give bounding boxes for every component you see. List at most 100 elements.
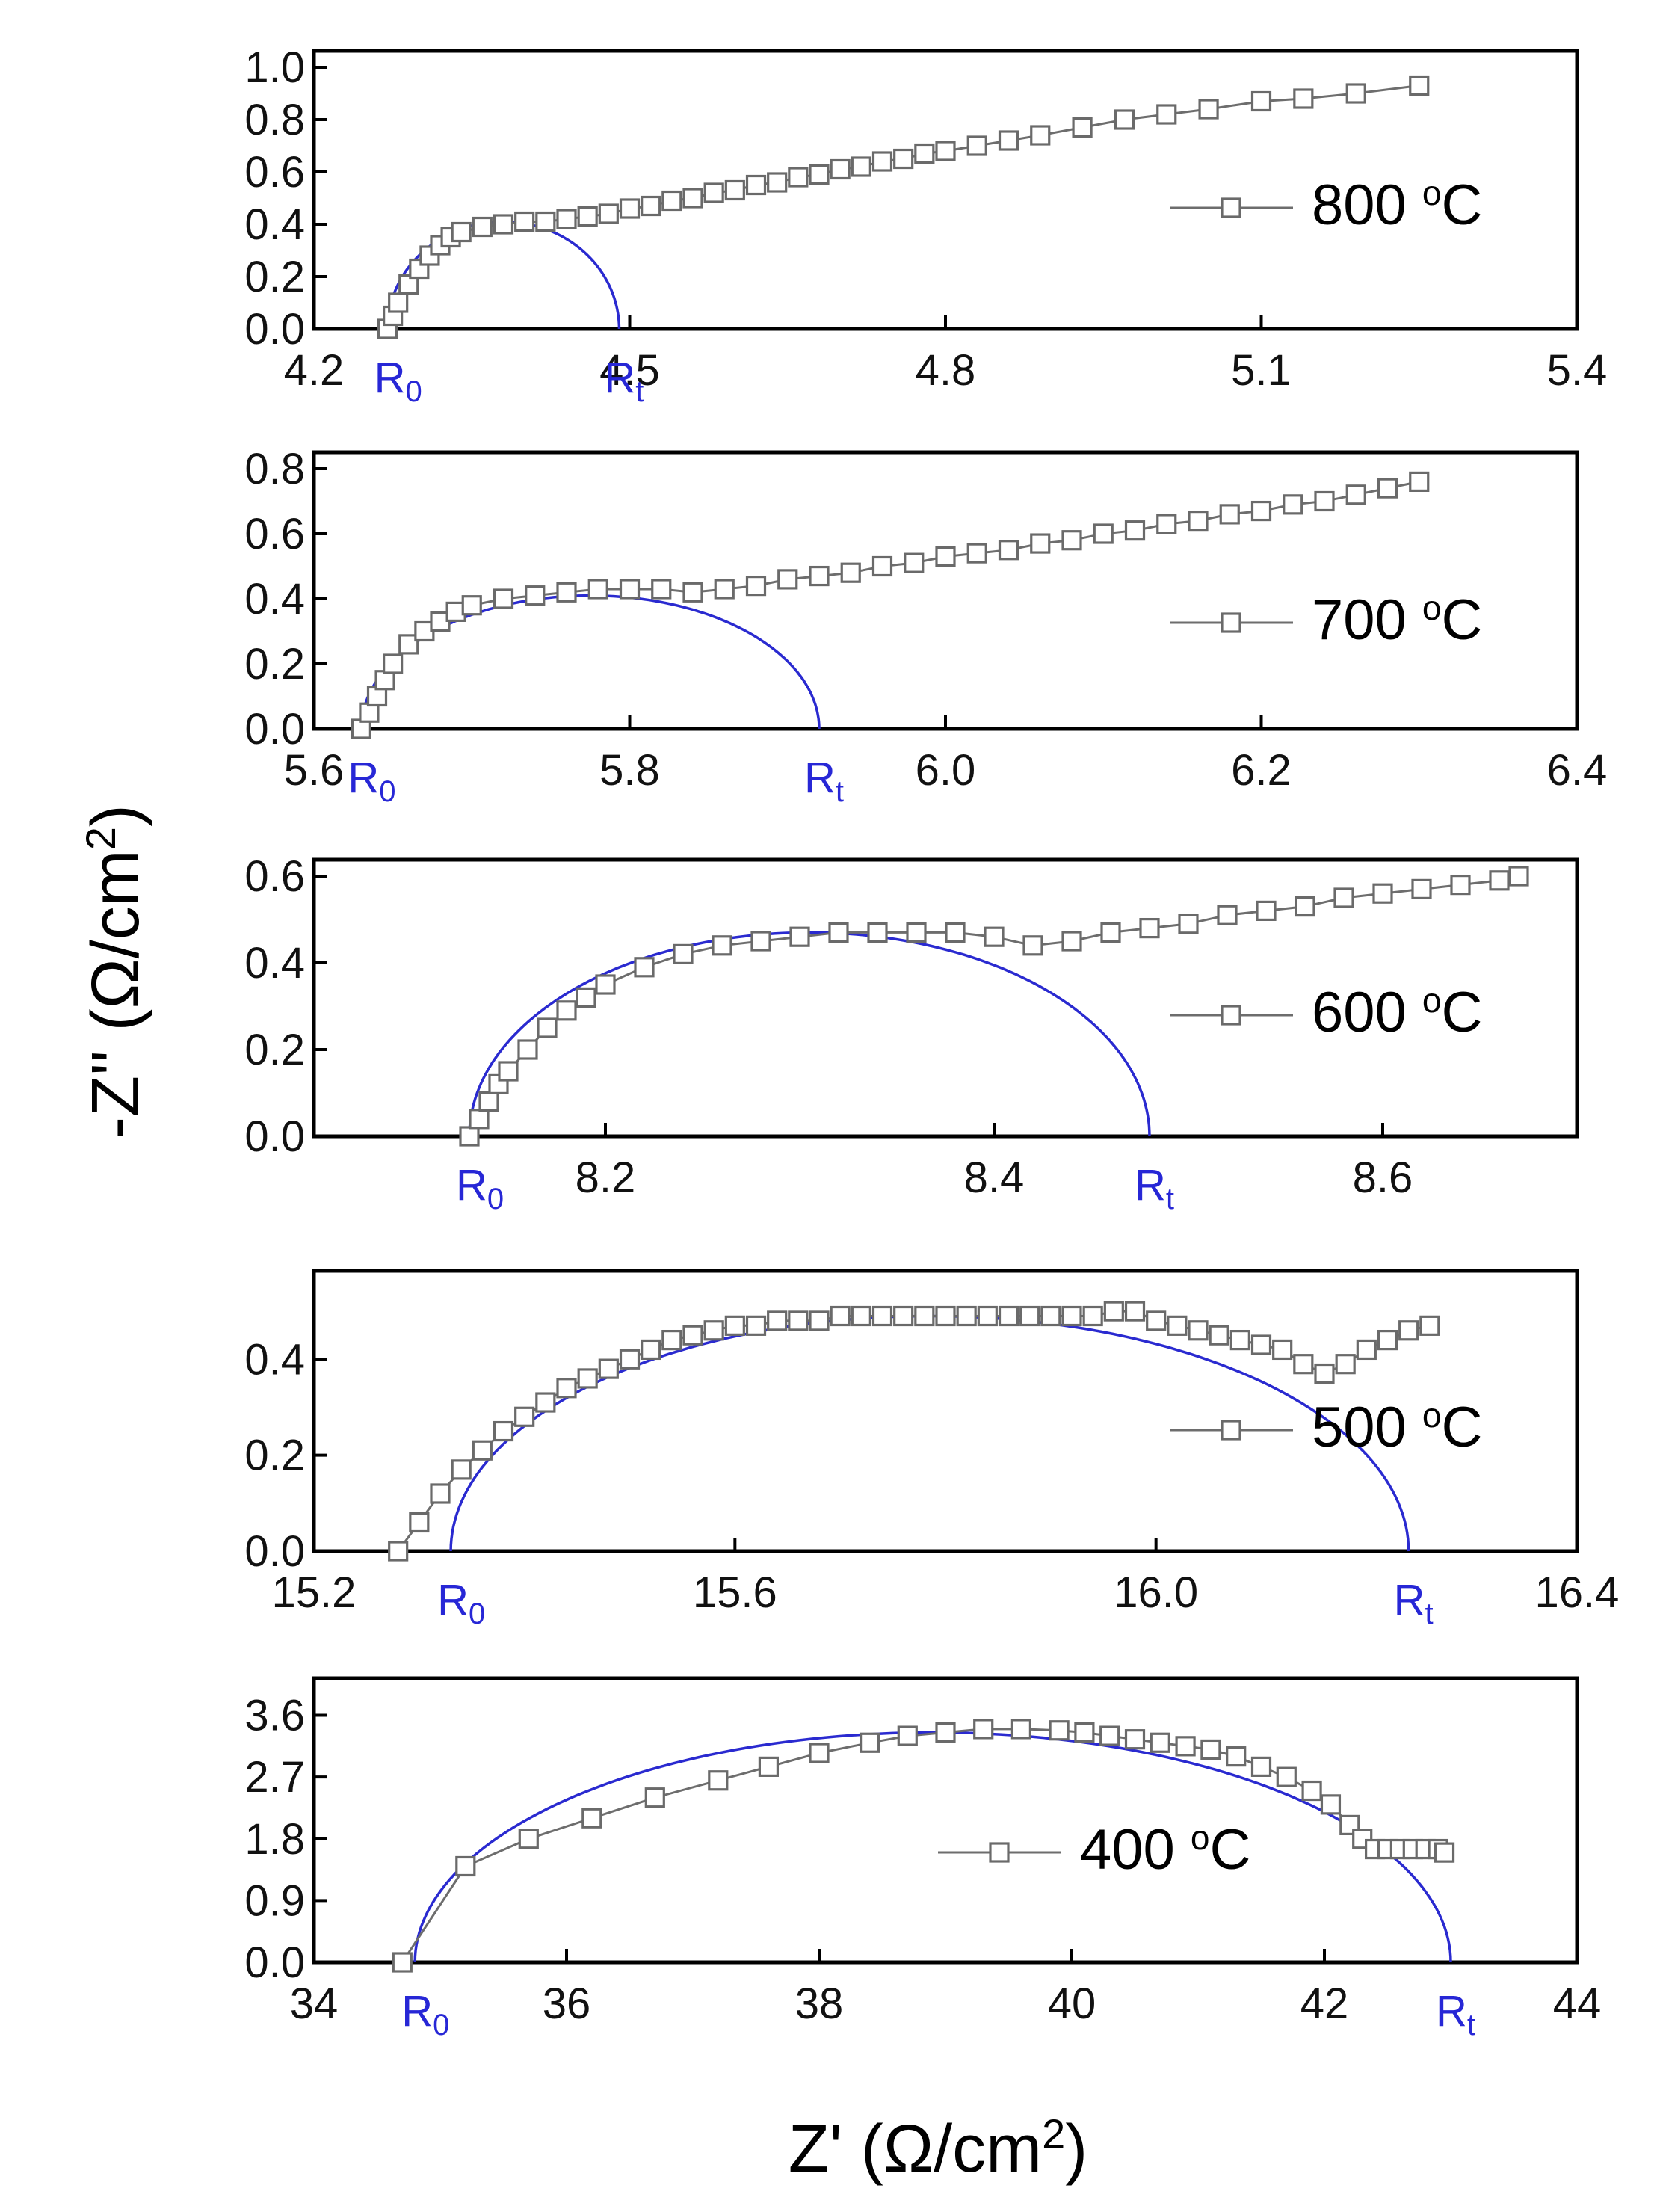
y-tick-label: 0.4 [244, 200, 305, 249]
data-point [1335, 1354, 1356, 1375]
data-point [871, 151, 893, 172]
data-point [556, 1378, 577, 1399]
y-tick-label: 0.2 [244, 1026, 305, 1074]
data-point [871, 1305, 893, 1327]
x-axis-label: Z' (Ω/cm2) [789, 2110, 1088, 2187]
rt-label: Rt [804, 754, 844, 808]
axes-frame [312, 857, 1579, 1139]
data-point [867, 922, 888, 943]
data-point [851, 1305, 871, 1327]
data-point [577, 1368, 598, 1389]
x-tick-label: 8.6 [1353, 1153, 1413, 1202]
legend-marker [1221, 1420, 1241, 1441]
data-point [935, 546, 956, 567]
data-point [1061, 931, 1082, 952]
data-point [351, 718, 371, 739]
data-point [1124, 1729, 1146, 1750]
data-point [1489, 870, 1510, 891]
data-point [537, 1017, 558, 1038]
legend-marker [1221, 197, 1241, 218]
data-point [392, 1952, 413, 1973]
data-point [1175, 1736, 1196, 1757]
data-point [472, 216, 493, 238]
x-tick-label: 15.6 [693, 1568, 777, 1617]
data-point [1345, 83, 1366, 104]
y-tick-label: 0.4 [244, 1335, 305, 1384]
data-point [1272, 1339, 1293, 1361]
data-point [641, 1339, 661, 1361]
x-tick-label: 6.4 [1547, 746, 1608, 795]
data-point [493, 214, 514, 235]
data-point [1345, 484, 1366, 505]
data-point [1061, 1305, 1082, 1327]
data-point [1301, 1780, 1322, 1802]
y-tick-label: 0.6 [244, 852, 305, 901]
data-point [514, 1406, 535, 1427]
data-point [893, 1305, 914, 1327]
y-tick-label: 1.0 [244, 43, 305, 92]
panel-4: 0.0 0.9 1.8 2.7 3.6 34 36 38 40 42 44 R0 Rt 400 oC [244, 1676, 1602, 2042]
axes-frame [312, 1269, 1579, 1553]
y-axis-label: -Z'' (Ω/cm2) [77, 804, 154, 1139]
data-point [383, 653, 404, 674]
data-point [493, 588, 514, 609]
data-point [1450, 874, 1471, 896]
y-tick-label: 2.7 [244, 1753, 305, 1802]
data-point [914, 143, 935, 164]
data-point [1283, 494, 1303, 515]
data-point [789, 926, 810, 947]
x-tick-label: 44 [1553, 1980, 1602, 2028]
legend-marker [989, 1842, 1010, 1863]
data-point [788, 167, 809, 188]
data-point [1217, 905, 1238, 925]
data-point [535, 211, 556, 232]
x-tick-label: 16.0 [1114, 1568, 1198, 1617]
y-tick-label: 0.0 [244, 1938, 305, 1987]
data-point [998, 1305, 1019, 1327]
rt-label: Rt [1135, 1161, 1174, 1216]
data-point [1082, 1305, 1103, 1327]
data-point [493, 1420, 514, 1442]
data-point [518, 1829, 539, 1849]
x-tick-label: 34 [290, 1980, 339, 2028]
data-point [514, 211, 535, 232]
data-point [897, 1725, 918, 1746]
x-tick-label: 6.0 [916, 746, 976, 795]
data-point [388, 1541, 409, 1562]
data-point [745, 1315, 767, 1336]
data-point [556, 209, 577, 229]
y-tick-label: 0.2 [244, 640, 305, 688]
data-point [1411, 878, 1432, 900]
panel-1: 0.0 0.2 0.4 0.6 0.8 5.6 5.8 6.0 6.2 6.4 R0 Rt 700 oC [244, 445, 1607, 808]
r0-label: R0 [348, 754, 395, 808]
data-point [758, 1756, 780, 1777]
data-point [430, 1483, 451, 1504]
data-point [1072, 117, 1093, 138]
data-point [1200, 1739, 1221, 1760]
data-point [1293, 88, 1314, 109]
data-point [556, 582, 577, 603]
data-point [682, 1325, 703, 1346]
data-point [809, 1310, 830, 1331]
fit-semicircle [360, 594, 821, 730]
data-point [682, 582, 703, 603]
legend-label: 800 oC [1312, 173, 1482, 237]
data-point [998, 540, 1019, 561]
x-tick-label: 40 [1048, 1980, 1096, 2028]
data-point [619, 579, 641, 600]
data-point [498, 1061, 519, 1082]
legend-label: 600 oC [1312, 981, 1482, 1044]
data-point [455, 1855, 476, 1877]
data-point [828, 922, 849, 943]
data-point [1124, 1301, 1146, 1322]
x-tick-label: 16.4 [1535, 1568, 1620, 1617]
data-point [767, 172, 788, 193]
data-point [517, 1039, 538, 1060]
y-tick-label: 0.8 [244, 96, 305, 144]
data-point [1074, 1722, 1095, 1743]
rt-label: Rt [604, 354, 644, 408]
x-tick-label: 38 [795, 1980, 844, 2028]
data-point [374, 670, 395, 691]
data-point [535, 1392, 556, 1413]
